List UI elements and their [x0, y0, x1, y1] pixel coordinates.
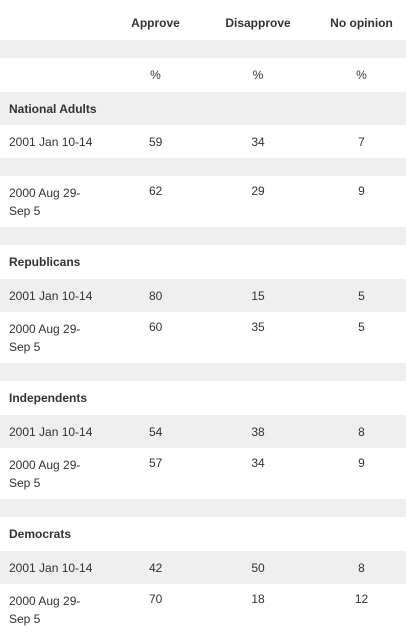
section-label: Republicans	[9, 255, 81, 269]
row-date-line2: Sep 5	[9, 203, 41, 218]
units-blank	[0, 58, 112, 92]
spacer-row	[0, 40, 406, 58]
row-date-line2: Sep 5	[9, 339, 41, 354]
cell-disapprove: 38	[251, 424, 265, 439]
unit-disapprove: %	[252, 68, 264, 82]
spacer-row	[0, 499, 406, 517]
table-row: 2000 Aug 29- Sep 5 57 34 9	[0, 448, 406, 499]
table-row: 2001 Jan 10-14 54 38 8	[0, 415, 406, 448]
header-disapprove: Disapprove	[225, 16, 291, 30]
cell-disapprove: 29	[251, 184, 265, 198]
cell-no-opinion: 7	[358, 134, 365, 149]
cell-disapprove: 18	[251, 592, 265, 606]
cell-no-opinion: 8	[358, 424, 365, 439]
row-date-line1: 2000 Aug 29-	[9, 457, 81, 472]
header-no-opinion: No opinion	[330, 16, 393, 30]
poll-results-table: Approve Disapprove No opinion % % % Nati…	[0, 6, 406, 635]
cell-approve: 62	[149, 184, 163, 198]
cell-approve: 59	[149, 134, 163, 149]
row-date-line1: 2000 Aug 29-	[9, 321, 81, 336]
cell-disapprove: 34	[251, 456, 265, 470]
table-row: 2000 Aug 29- Sep 5 60 35 5	[0, 312, 406, 363]
cell-approve: 70	[149, 592, 163, 606]
cell-approve: 80	[149, 288, 163, 303]
table-row: 2001 Jan 10-14 59 34 7	[0, 125, 406, 158]
spacer-row	[0, 363, 406, 381]
row-date: 2001 Jan 10-14	[9, 134, 93, 149]
cell-disapprove: 34	[251, 134, 265, 149]
cell-no-opinion: 5	[358, 288, 365, 303]
row-date-line2: Sep 5	[9, 475, 41, 490]
cell-approve: 57	[149, 456, 163, 470]
row-date: 2001 Jan 10-14	[9, 288, 93, 303]
row-date-line1: 2000 Aug 29-	[9, 185, 81, 200]
cell-disapprove: 15	[251, 288, 265, 303]
row-date: 2000 Aug 29- Sep 5	[0, 584, 112, 635]
cell-no-opinion: 9	[358, 184, 365, 198]
row-date: 2001 Jan 10-14	[9, 424, 93, 439]
cell-approve: 54	[149, 424, 163, 439]
section-label: National Adults	[9, 101, 97, 116]
header-blank	[0, 6, 112, 40]
row-date: 2000 Aug 29- Sep 5	[0, 448, 112, 499]
unit-approve: %	[150, 68, 161, 82]
row-date: 2001 Jan 10-14	[9, 560, 93, 575]
spacer-row	[0, 158, 406, 176]
row-date-line1: 2000 Aug 29-	[9, 593, 81, 608]
cell-approve: 42	[149, 560, 163, 575]
cell-no-opinion: 5	[358, 320, 365, 334]
section-label: Democrats	[9, 527, 72, 541]
table-row: 2001 Jan 10-14 80 15 5	[0, 279, 406, 312]
row-date-line2: Sep 5	[9, 611, 41, 626]
section-row-independents: Independents	[0, 381, 406, 415]
units-row: % % %	[0, 58, 406, 92]
cell-no-opinion: 9	[358, 456, 365, 470]
cell-disapprove: 50	[251, 560, 265, 575]
section-row-national-adults: National Adults	[0, 92, 406, 125]
header-row: Approve Disapprove No opinion	[0, 6, 406, 40]
unit-no-opinion: %	[356, 68, 367, 82]
table-row: 2001 Jan 10-14 42 50 8	[0, 551, 406, 584]
table-row: 2000 Aug 29- Sep 5 62 29 9	[0, 176, 406, 227]
row-date: 2000 Aug 29- Sep 5	[0, 176, 112, 227]
section-label: Independents	[9, 391, 88, 405]
table-row: 2000 Aug 29- Sep 5 70 18 12	[0, 584, 406, 635]
cell-no-opinion: 8	[358, 560, 365, 575]
spacer-row	[0, 227, 406, 245]
cell-no-opinion: 12	[354, 592, 369, 606]
section-row-democrats: Democrats	[0, 517, 406, 551]
header-approve: Approve	[131, 16, 180, 30]
row-date: 2000 Aug 29- Sep 5	[0, 312, 112, 363]
cell-approve: 60	[149, 320, 163, 334]
cell-disapprove: 35	[251, 320, 265, 334]
section-row-republicans: Republicans	[0, 245, 406, 279]
